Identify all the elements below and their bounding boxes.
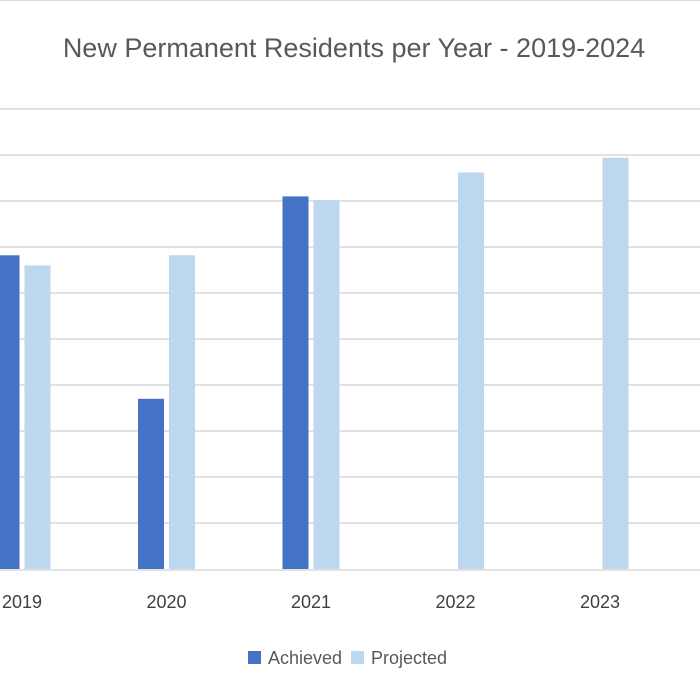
bar-projected-2021: [313, 200, 340, 569]
x-tick-label: 2020: [146, 592, 186, 612]
gridlines: [0, 108, 700, 524]
x-tick-label: 2019: [2, 592, 42, 612]
bar-projected-2022: [458, 172, 484, 570]
x-tick-label: 2021: [291, 592, 331, 612]
bars: [0, 157, 629, 570]
legend-swatch-projected: [351, 651, 364, 664]
bar-achieved-2020: [138, 398, 164, 569]
legend-swatch-achieved: [248, 651, 261, 664]
bar-achieved-2019: [0, 255, 20, 569]
legend: Achieved Projected: [248, 648, 447, 668]
bar-achieved-2021: [282, 196, 309, 569]
bar-projected-2023: [602, 157, 629, 569]
x-axis: 201920202021202220232024: [0, 569, 700, 612]
x-tick-label: 2022: [435, 592, 475, 612]
bar-projected-2020: [169, 255, 195, 569]
chart-title: New Permanent Residents per Year - 2019-…: [63, 33, 645, 63]
legend-label-projected: Projected: [371, 648, 447, 668]
legend-label-achieved: Achieved: [268, 648, 342, 668]
bar-projected-2019: [24, 265, 51, 569]
x-tick-label: 2023: [580, 592, 620, 612]
